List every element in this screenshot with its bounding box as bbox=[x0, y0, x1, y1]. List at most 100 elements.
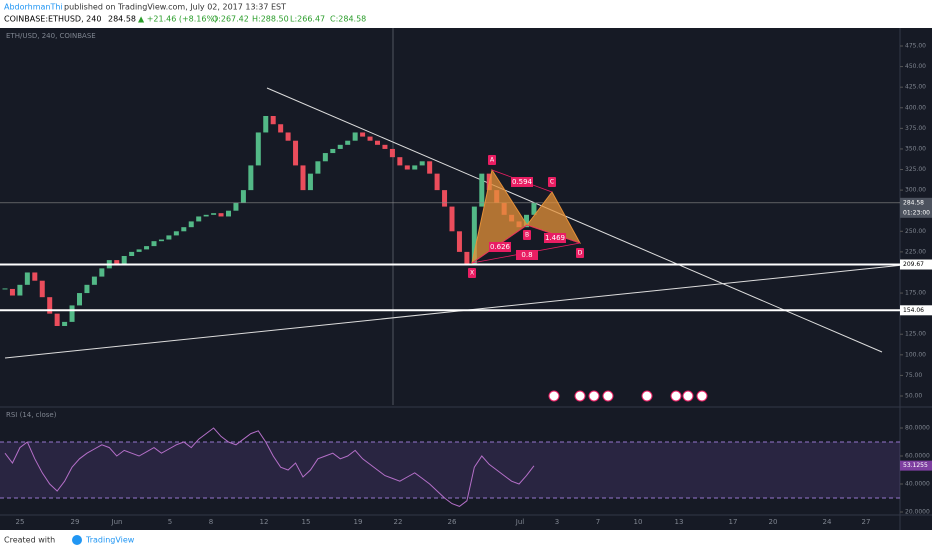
candle bbox=[32, 272, 38, 281]
event-icon bbox=[574, 390, 586, 402]
date-label: 12 bbox=[260, 518, 269, 526]
price-tick-label: 225.00 bbox=[905, 248, 926, 255]
date-label: Jun bbox=[111, 518, 123, 526]
date-label: 8 bbox=[209, 518, 213, 526]
event-icon bbox=[682, 390, 694, 402]
candle bbox=[427, 161, 433, 174]
candle bbox=[352, 132, 358, 141]
chart-legend: ETH/USD, 240, COINBASE bbox=[6, 32, 96, 40]
candle bbox=[293, 140, 299, 166]
candle bbox=[442, 190, 448, 207]
candle bbox=[278, 124, 284, 133]
rsi-legend: RSI (14, close) bbox=[6, 411, 57, 419]
candle bbox=[226, 210, 231, 217]
chart-bg bbox=[0, 28, 932, 530]
rsi-tag bbox=[900, 460, 932, 471]
event-icon bbox=[588, 390, 600, 402]
candle bbox=[248, 165, 254, 191]
pattern-point-tag bbox=[548, 177, 556, 187]
price-tick-label: 375.00 bbox=[905, 125, 926, 132]
low: L:266.47 bbox=[290, 15, 325, 24]
candle bbox=[449, 206, 455, 232]
candle bbox=[524, 214, 529, 228]
pattern-point: B bbox=[525, 232, 529, 239]
candle bbox=[84, 284, 90, 294]
candle bbox=[434, 173, 440, 191]
candle bbox=[330, 148, 336, 154]
rsi-tick-label: 80.0000 bbox=[905, 425, 930, 432]
price-tick-label: 350.00 bbox=[905, 145, 926, 152]
candle bbox=[218, 213, 224, 217]
price-tick-label: 325.00 bbox=[905, 166, 926, 173]
date-label: 13 bbox=[675, 518, 684, 526]
event-icon bbox=[696, 390, 708, 402]
price-tag bbox=[900, 197, 932, 218]
date-label: 19 bbox=[354, 518, 363, 526]
candle bbox=[62, 321, 68, 326]
pattern-point: C bbox=[550, 179, 554, 186]
price-tick-label: 125.00 bbox=[905, 331, 926, 338]
level-tag bbox=[900, 305, 932, 316]
date-label: Jul bbox=[515, 518, 525, 526]
pattern-point: D bbox=[578, 250, 583, 257]
pattern-point-tag bbox=[468, 268, 476, 278]
rsi-line bbox=[4, 427, 535, 507]
candle bbox=[456, 231, 462, 252]
candle bbox=[397, 157, 403, 166]
ratio-label: 0.8 bbox=[521, 251, 532, 259]
footer-bg bbox=[0, 530, 932, 550]
candle bbox=[196, 216, 202, 222]
candle bbox=[188, 221, 194, 228]
ratio-label: 1.469 bbox=[545, 234, 565, 242]
candle bbox=[233, 202, 239, 211]
candle bbox=[17, 284, 23, 296]
candle bbox=[375, 140, 380, 145]
price-tick-label: 75.00 bbox=[905, 372, 922, 379]
rsi-band bbox=[0, 442, 900, 498]
brand[interactable]: TradingView bbox=[85, 536, 135, 545]
candle bbox=[367, 136, 373, 141]
pattern-point: A bbox=[490, 157, 495, 164]
change: ▲ +21.46 (+8.16%) bbox=[138, 15, 217, 24]
close: C:284.58 bbox=[330, 15, 366, 24]
candle bbox=[69, 305, 75, 322]
date-label: 3 bbox=[555, 518, 559, 526]
date-label: 27 bbox=[862, 518, 871, 526]
price-tick-label: 450.00 bbox=[905, 63, 926, 70]
event-icon bbox=[641, 390, 653, 402]
candle bbox=[9, 288, 15, 296]
created-with: Created with bbox=[4, 536, 55, 545]
candle bbox=[464, 251, 470, 265]
candle bbox=[315, 161, 321, 174]
candle bbox=[412, 165, 418, 170]
candle bbox=[166, 235, 172, 240]
last: 284.58 bbox=[108, 15, 136, 24]
candle bbox=[270, 116, 276, 125]
ratio-label: 0.626 bbox=[490, 243, 511, 251]
candle bbox=[419, 161, 425, 166]
current-price-label: 284.58 bbox=[903, 199, 924, 206]
candle bbox=[114, 260, 120, 265]
author[interactable]: AbdorhmanThi bbox=[4, 3, 63, 12]
date-label: 20 bbox=[769, 518, 778, 526]
date-label: 10 bbox=[634, 518, 643, 526]
candle bbox=[24, 272, 30, 285]
candle bbox=[129, 251, 135, 256]
price-tick-label: 250.00 bbox=[905, 228, 926, 235]
candle bbox=[181, 227, 187, 232]
pattern-point-tag bbox=[576, 248, 584, 258]
trend-line[interactable] bbox=[266, 87, 883, 353]
candle bbox=[91, 276, 97, 285]
rsi-tick-label: 40.0000 bbox=[905, 481, 930, 488]
candle bbox=[121, 256, 127, 265]
pattern-point: X bbox=[470, 270, 474, 277]
published: published on TradingView.com, July 02, 2… bbox=[64, 3, 286, 12]
date-label: 24 bbox=[823, 518, 832, 526]
open: O:267.42 bbox=[212, 15, 249, 24]
candle bbox=[240, 190, 246, 203]
date-label: 5 bbox=[168, 518, 172, 526]
candle bbox=[136, 249, 142, 252]
ratio-tag bbox=[511, 177, 533, 187]
event-icon bbox=[602, 390, 614, 402]
candle bbox=[47, 297, 53, 314]
